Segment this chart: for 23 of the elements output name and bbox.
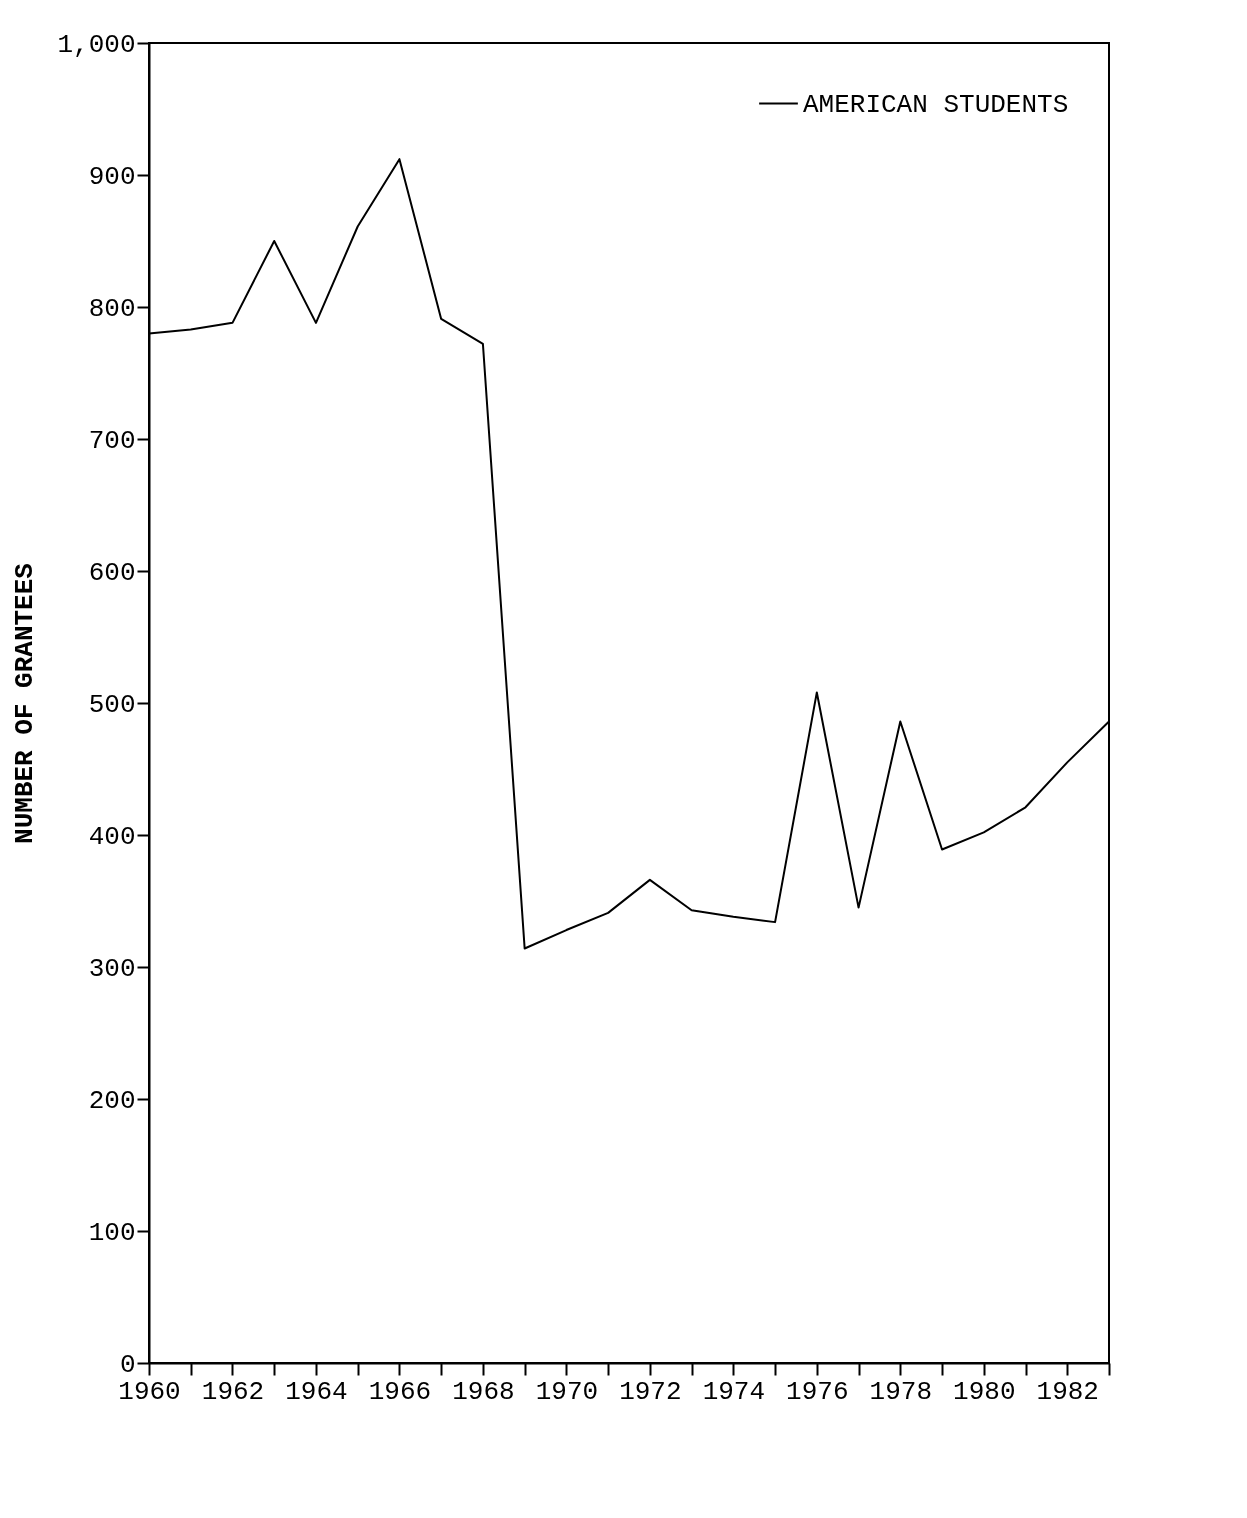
y-tick-label: 700 [88, 425, 136, 456]
x-tick-label: 1974 [702, 1376, 766, 1407]
x-tick-label: 1976 [786, 1376, 849, 1407]
y-tick-label: 200 [88, 1085, 136, 1116]
x-tick-label: 1980 [953, 1376, 1016, 1407]
y-tick-label: 300 [88, 953, 136, 984]
x-tick-label: 1978 [869, 1376, 933, 1407]
x-tick-label: 1966 [368, 1376, 432, 1407]
x-tick-label: 1972 [619, 1376, 682, 1407]
y-tick-label: 800 [88, 293, 136, 324]
y-tick-label: 600 [88, 557, 136, 588]
y-tick-label: 100 [88, 1217, 136, 1248]
x-tick-label: 1968 [452, 1376, 515, 1407]
y-tick-label: 500 [88, 689, 136, 720]
y-tick-label: 900 [88, 161, 136, 192]
y-tick-label: 400 [88, 821, 136, 852]
x-tick-label: 1982 [1036, 1376, 1099, 1407]
x-tick-label: 1962 [201, 1376, 265, 1407]
y-axis-title: NUMBER OF GRANTEES [10, 563, 41, 844]
x-tick-label: 1970 [535, 1376, 599, 1407]
legend-label: AMERICAN STUDENTS [803, 89, 1069, 120]
y-tick-label: 1,000 [57, 29, 136, 60]
x-tick-label: 1964 [285, 1376, 348, 1407]
